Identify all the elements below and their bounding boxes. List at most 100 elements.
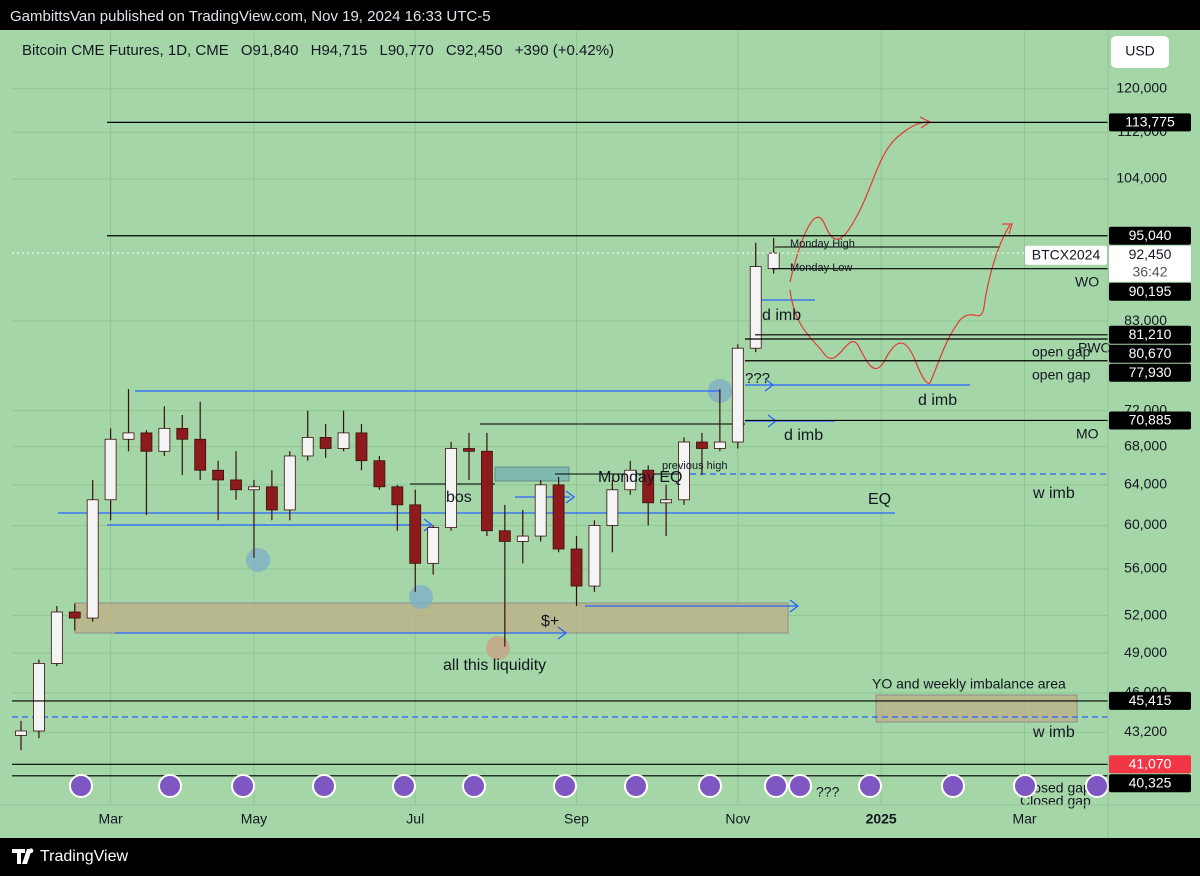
y-tick-label: 68,000 xyxy=(1124,437,1167,453)
event-icon xyxy=(698,774,722,798)
price-box xyxy=(1109,344,1191,363)
marker xyxy=(246,548,270,572)
candle-body xyxy=(265,486,278,511)
annotation: open gap xyxy=(1032,367,1091,383)
y-tick-label: 49,000 xyxy=(1124,644,1167,660)
y-tick-label: 64,000 xyxy=(1124,476,1167,492)
y-tick-label: 83,000 xyxy=(1124,312,1167,328)
arrow xyxy=(557,626,568,640)
y-tick-label: 52,000 xyxy=(1124,606,1167,622)
price-box xyxy=(1109,282,1191,301)
candle-body xyxy=(319,437,332,449)
candle-body xyxy=(409,504,422,564)
event-icon xyxy=(624,774,648,798)
event-icon xyxy=(69,774,93,798)
y-tick-label: 104,000 xyxy=(1116,170,1167,186)
annotation: w imb xyxy=(1032,485,1075,502)
annotation: ??? xyxy=(745,370,770,387)
brand-name: TradingView xyxy=(40,848,128,865)
price-box-label: 113,775 xyxy=(1125,114,1175,130)
candle-body xyxy=(498,530,511,542)
annotation: Monday EQ xyxy=(598,469,682,486)
y-tick-label: 43,200 xyxy=(1124,723,1167,739)
currency-label[interactable]: USD xyxy=(1125,43,1155,59)
y-tick-label: 60,000 xyxy=(1124,516,1167,532)
price-box-label: 45,415 xyxy=(1129,692,1172,708)
event-icon xyxy=(312,774,336,798)
price-box-label: 92,450 xyxy=(1129,246,1172,262)
price-box-label: 41,070 xyxy=(1129,755,1172,771)
candle-body xyxy=(355,432,368,462)
projection xyxy=(789,224,1011,384)
price-box xyxy=(1109,411,1191,430)
candle-body xyxy=(158,427,171,452)
price-box xyxy=(1109,113,1191,132)
price-box xyxy=(1109,325,1191,344)
x-tick-label: Jul xyxy=(406,811,424,827)
price-box xyxy=(1109,755,1191,774)
annotation: bos xyxy=(446,489,472,506)
arrow xyxy=(764,378,775,392)
annotation: d imb xyxy=(918,392,957,409)
candle-body xyxy=(767,252,780,270)
zone xyxy=(74,602,789,634)
candle-body xyxy=(176,427,189,440)
candle-body xyxy=(230,479,242,491)
symbol-tag: BTCX2024 xyxy=(1032,246,1101,262)
legend-value: L90,770 xyxy=(380,42,434,59)
annotation: open gap xyxy=(1032,344,1091,360)
annotation: $+ xyxy=(541,613,559,630)
price-box xyxy=(1109,226,1191,245)
arrow xyxy=(565,490,576,504)
currency-button[interactable] xyxy=(1111,36,1169,68)
event-icon xyxy=(158,774,182,798)
candle-body xyxy=(373,460,386,488)
marker xyxy=(409,585,433,609)
candle-body xyxy=(606,489,619,526)
projection xyxy=(789,121,931,283)
candle-body xyxy=(50,611,63,664)
annotation: WO xyxy=(1075,274,1099,290)
candle-body xyxy=(122,432,135,440)
price-box-label: 40,325 xyxy=(1129,774,1172,790)
brand-logo xyxy=(12,848,34,864)
legend-value: H94,715 xyxy=(311,42,368,59)
legend-value: C92,450 xyxy=(446,42,503,59)
event-icon xyxy=(231,774,255,798)
annotation: d imb xyxy=(784,427,823,444)
publish-header: GambittsVan published on TradingView.com… xyxy=(10,8,491,25)
legend-value: O91,840 xyxy=(241,42,299,59)
price-box xyxy=(1109,245,1191,282)
event-icons xyxy=(69,774,1109,798)
event-icon xyxy=(941,774,965,798)
candle-body xyxy=(642,469,655,504)
annotation: d imb xyxy=(762,307,801,324)
price-box-label: 81,210 xyxy=(1129,326,1172,342)
event-icon xyxy=(553,774,577,798)
zone xyxy=(875,694,1078,723)
annotation: ??? xyxy=(816,784,840,800)
arrow xyxy=(1002,223,1013,235)
candle-body xyxy=(86,499,99,619)
candle-body xyxy=(140,432,153,452)
candle-body xyxy=(570,548,583,587)
annotation: YO and weekly imbalance area xyxy=(872,676,1066,692)
candle-body xyxy=(427,527,440,564)
candle-body xyxy=(463,448,475,452)
annotation: Closed gap xyxy=(1020,780,1091,796)
countdown: 36:42 xyxy=(1132,263,1167,279)
annotation: previous high xyxy=(662,460,727,472)
price-box-label: 95,040 xyxy=(1129,227,1172,243)
annotation: Monday Low xyxy=(790,262,852,274)
candles xyxy=(15,237,780,751)
candle-body xyxy=(731,347,744,443)
x-tick-label: Nov xyxy=(725,811,750,827)
arrow xyxy=(789,599,800,613)
candle-body xyxy=(212,469,225,481)
price-box xyxy=(1109,363,1191,382)
x-tick-label: May xyxy=(241,811,267,827)
candle-body xyxy=(588,525,601,587)
